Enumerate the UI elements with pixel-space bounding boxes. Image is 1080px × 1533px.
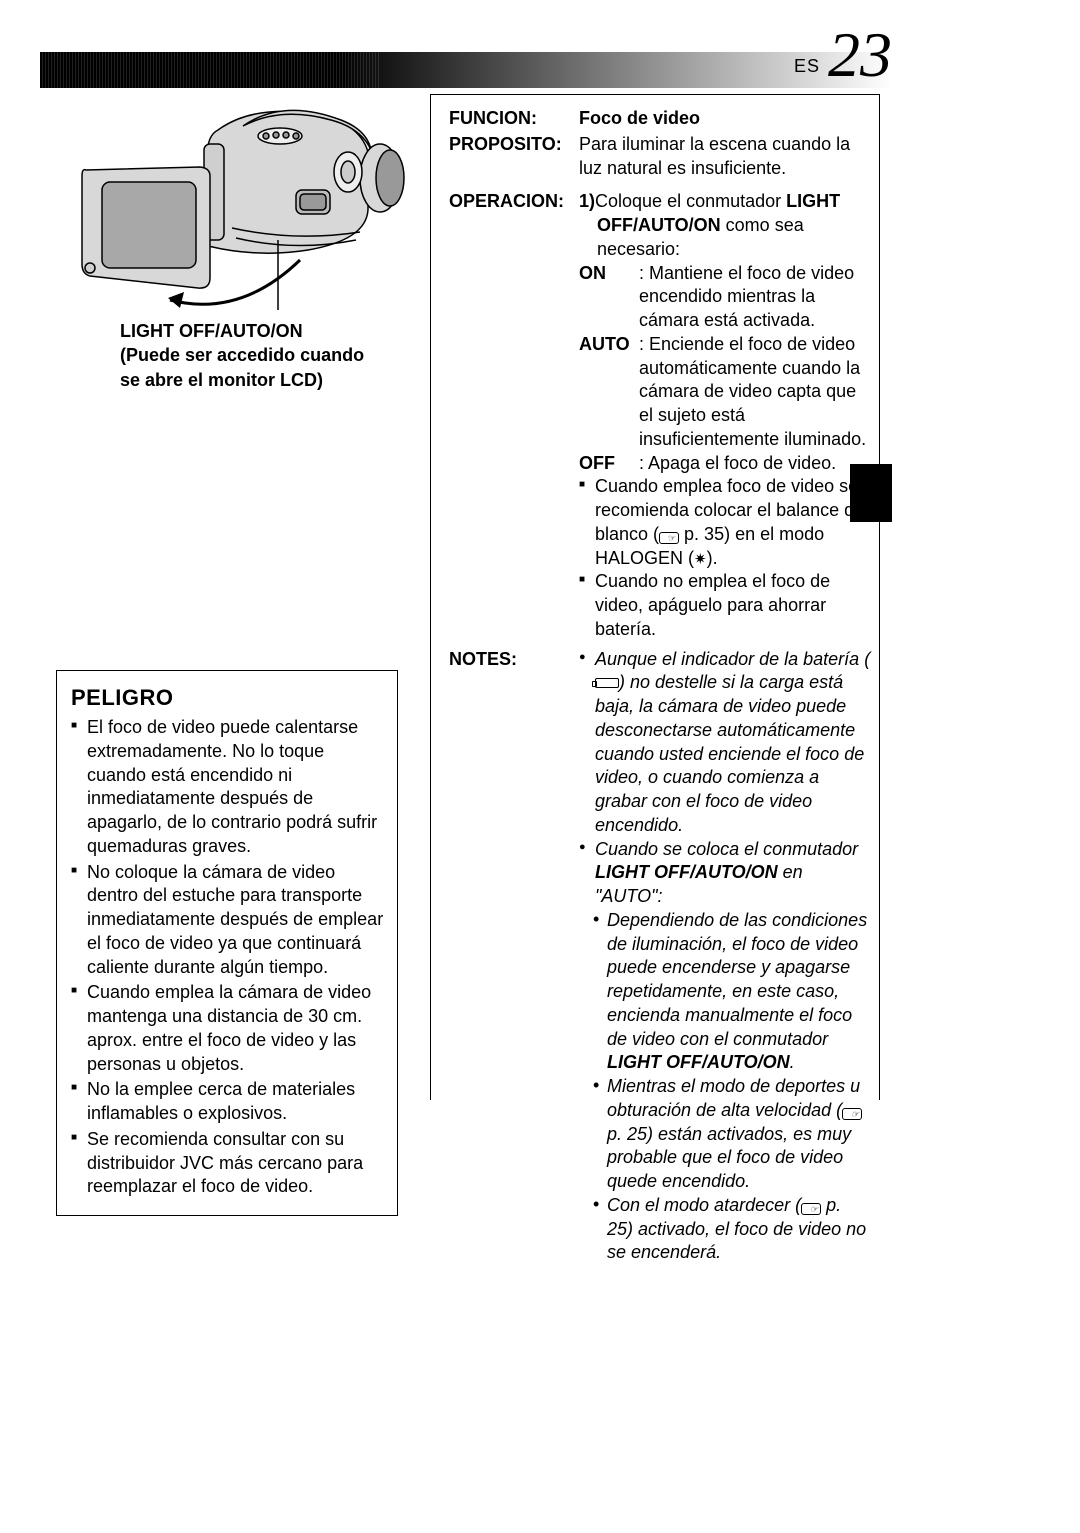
switch-auto-label: AUTO: [579, 333, 637, 452]
danger-item: No la emplee cerca de materiales inflama…: [71, 1078, 387, 1126]
note-item: Cuando se coloca el conmutador LIGHT OFF…: [579, 838, 871, 909]
danger-item: El foco de video puede calentarse extrem…: [71, 716, 387, 859]
page-ref-icon: ☞: [801, 1203, 821, 1215]
label-proposito: PROPOSITO:: [449, 133, 579, 181]
label-notes: NOTES:: [449, 648, 579, 1266]
text: Aunque el indicador de la batería (: [595, 649, 870, 669]
page-ref-icon: ☞: [659, 532, 679, 544]
text: Dependiendo de las condiciones de ilumin…: [607, 910, 867, 1049]
danger-item: Se recomienda consultar con su distribui…: [71, 1128, 387, 1199]
switch-on-label: ON: [579, 262, 637, 333]
page-ref-icon: ☞: [842, 1108, 862, 1120]
caption-line2: (Puede ser accedido cuando: [120, 343, 420, 367]
proposito-value: Para iluminar la escena cuando la luz na…: [579, 133, 871, 181]
bold-italic: LIGHT OFF/AUTO/ON: [595, 862, 778, 882]
label-funcion: FUNCION:: [449, 107, 579, 131]
text: p. 25) están activados, es muy probable …: [607, 1124, 851, 1192]
text: .: [790, 1052, 795, 1072]
note-subitem: Con el modo atardecer (☞ p. 25) activado…: [579, 1194, 871, 1265]
note-subitem: Mientras el modo de deportes u obturació…: [579, 1075, 871, 1194]
funcion-value: Foco de video: [579, 108, 700, 128]
danger-box: PELIGRO El foco de video puede calentars…: [56, 670, 398, 1216]
left-column: LIGHT OFF/AUTO/ON (Puede ser accedido cu…: [60, 100, 420, 392]
caption-line1: LIGHT OFF/AUTO/ON: [120, 319, 420, 343]
text: Mientras el modo de deportes u obturació…: [607, 1076, 860, 1120]
danger-item: No coloque la cámara de video dentro del…: [71, 861, 387, 980]
halogen-icon: ✷: [694, 550, 707, 570]
camcorder-illustration: [68, 100, 408, 310]
switch-off-label: OFF: [579, 452, 637, 476]
bold-italic: LIGHT OFF/AUTO/ON: [607, 1052, 790, 1072]
note-subitem: Dependiendo de las condiciones de ilumin…: [579, 909, 871, 1075]
page-number: 23: [828, 18, 892, 92]
right-column: FUNCION: Foco de video PROPOSITO: Para i…: [430, 94, 880, 1100]
switch-auto-desc: Enciende el foco de video automáticament…: [637, 333, 871, 452]
text: ) no destelle si la carga está baja, la …: [595, 672, 864, 835]
battery-icon: [595, 678, 619, 688]
step-number: 1): [579, 191, 595, 211]
step-text-a: Coloque el conmutador: [595, 191, 786, 211]
switch-off-desc: Apaga el foco de video.: [637, 452, 871, 476]
text: Cuando se coloca el conmutador: [595, 839, 858, 859]
operacion-note1: Cuando emplea foco de video se recomiend…: [579, 475, 871, 570]
text: Con el modo atardecer (: [607, 1195, 801, 1215]
operacion-note2: Cuando no emplea el foco de video, apágu…: [579, 570, 871, 641]
switch-on-desc: Mantiene el foco de video encendido mien…: [637, 262, 871, 333]
danger-item: Cuando emplea la cámara de video manteng…: [71, 981, 387, 1076]
danger-title: PELIGRO: [71, 683, 387, 712]
caption-line3: se abre el monitor LCD): [120, 368, 420, 392]
note-item: Aunque el indicador de la batería ( ) no …: [579, 648, 871, 838]
page-lang: ES: [794, 56, 820, 77]
label-operacion: OPERACION:: [449, 190, 579, 641]
header-gradient-bar: [40, 52, 892, 88]
operacion-step1: 1)Coloque el conmutador LIGHT OFF/AUTO/O…: [579, 190, 871, 261]
illustration-caption: LIGHT OFF/AUTO/ON (Puede ser accedido cu…: [120, 319, 420, 392]
text: ).: [707, 548, 718, 568]
